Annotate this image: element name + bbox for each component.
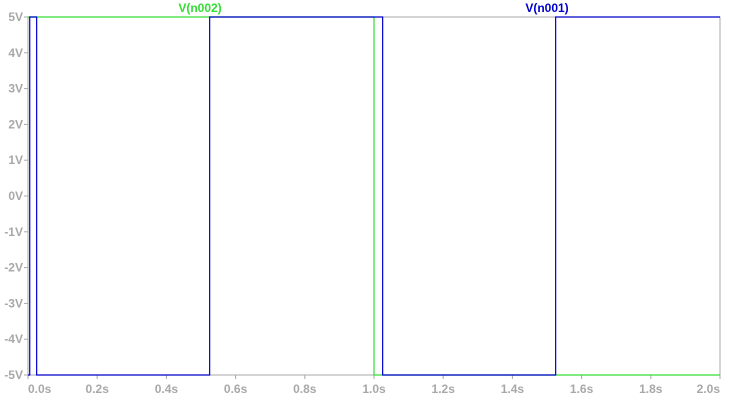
x-tick-label: 0.2s [86, 382, 110, 396]
y-tick-label: 0V [8, 189, 23, 203]
x-tick-label: 1.0s [362, 382, 386, 396]
x-axis: 0.0s 0.2s 0.4s 0.6s 0.8s 1.0s 1.2s 1.4s 1.6s 1.8s… [27, 375, 721, 396]
x-tick-label: 1.8s [639, 382, 663, 396]
x-tick-label: 0.8s [293, 382, 317, 396]
y-tick-label: -4V [4, 332, 23, 346]
y-tick-label: 4V [8, 46, 23, 60]
legend-label-v-n002[interactable]: V(n002) [178, 1, 221, 15]
y-tick-label: -3V [4, 296, 23, 310]
y-tick-label: 3V [8, 82, 23, 96]
y-tick-label: -5V [4, 368, 23, 382]
y-tick-label: 5V [8, 10, 23, 24]
x-tick-label: 1.4s [501, 382, 525, 396]
y-tick-label: 2V [8, 117, 23, 131]
x-tick-label: 1.2s [432, 382, 456, 396]
y-tick-label: 1V [8, 153, 23, 167]
series-layer [28, 16, 720, 376]
x-tick-label: 0.6s [224, 382, 248, 396]
x-tick-label: 2.0s [697, 382, 721, 396]
x-tick-label: 0.0s [28, 382, 52, 396]
y-axis: 5V 4V 3V 2V 1V 0V -1V -2V -3V -4V -5V [4, 10, 28, 382]
y-tick-label: -2V [4, 261, 23, 275]
y-tick-label: -1V [4, 225, 23, 239]
x-tick-label: 1.6s [570, 382, 594, 396]
series-line-v-n002[interactable] [28, 16, 720, 376]
legend-label-v-n001[interactable]: V(n001) [525, 1, 568, 15]
series-line-v-n001[interactable] [28, 16, 720, 376]
x-tick-label: 0.4s [155, 382, 179, 396]
